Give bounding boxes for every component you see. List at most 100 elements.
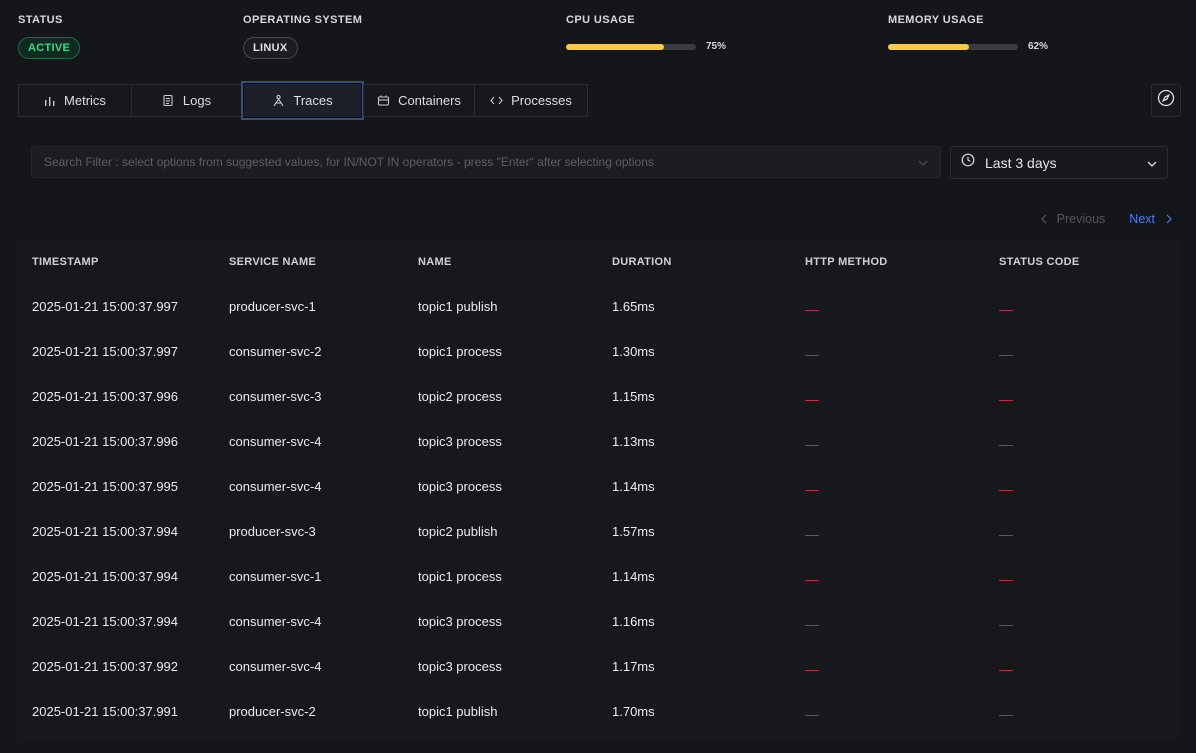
status-code-cell <box>985 419 1181 464</box>
status-code-cell <box>985 599 1181 644</box>
timestamp-cell: 2025-01-21 15:00:37.996 <box>32 434 179 449</box>
service-name-cell: consumer-svc-4 <box>229 434 322 449</box>
traces-table: TIMESTAMP SERVICE NAME NAME DURATION HTT… <box>18 240 1181 740</box>
host-summary: STATUS ACTIVE OPERATING SYSTEM LINUX CPU… <box>0 0 1196 72</box>
empty-value-dash <box>999 625 1013 627</box>
tab-logs[interactable]: Logs <box>131 84 242 117</box>
tab-containers[interactable]: Containers <box>363 84 475 117</box>
container-icon <box>377 94 390 107</box>
duration-cell: 1.70ms <box>612 704 655 719</box>
chevron-down-icon <box>1147 154 1157 172</box>
empty-value-dash <box>999 535 1013 537</box>
tab-traces[interactable]: Traces <box>241 81 364 120</box>
table-row[interactable]: 2025-01-21 15:00:37.995 consumer-svc-4 top… <box>18 464 1181 509</box>
service-name-cell: consumer-svc-3 <box>229 389 322 404</box>
clock-icon <box>961 153 975 172</box>
route-icon <box>272 94 285 107</box>
explore-button[interactable] <box>1151 84 1181 117</box>
bar-chart-icon <box>44 95 56 107</box>
table-row[interactable]: 2025-01-21 15:00:37.997 producer-svc-1 top… <box>18 284 1181 329</box>
empty-value-dash <box>805 715 819 717</box>
table-row[interactable]: 2025-01-21 15:00:37.997 consumer-svc-2 top… <box>18 329 1181 374</box>
empty-value-dash <box>999 445 1013 447</box>
span-name-cell: topic1 process <box>418 344 502 359</box>
service-name-cell: producer-svc-1 <box>229 299 316 314</box>
empty-value-dash <box>805 355 819 357</box>
search-filter-input[interactable]: Search Filter : select options from sugg… <box>31 146 941 178</box>
code-icon <box>490 95 503 106</box>
duration-cell: 1.30ms <box>612 344 655 359</box>
service-name-cell: consumer-svc-4 <box>229 659 322 674</box>
duration-cell: 1.17ms <box>612 659 655 674</box>
duration-cell: 1.65ms <box>612 299 655 314</box>
http-method-cell <box>791 419 985 464</box>
table-header-row: TIMESTAMP SERVICE NAME NAME DURATION HTT… <box>18 240 1181 284</box>
os-label: OPERATING SYSTEM <box>243 14 363 26</box>
timestamp-cell: 2025-01-21 15:00:37.994 <box>32 524 179 539</box>
empty-value-dash <box>999 490 1013 492</box>
duration-cell: 1.15ms <box>612 389 655 404</box>
service-name-cell: consumer-svc-1 <box>229 569 322 584</box>
empty-value-dash <box>999 310 1013 312</box>
column-header-name[interactable]: NAME <box>418 256 452 268</box>
empty-value-dash <box>999 400 1013 402</box>
chevron-down-icon[interactable] <box>918 153 928 171</box>
compass-icon <box>1157 89 1175 112</box>
memory-usage-percent: 62% <box>1028 41 1049 52</box>
memory-stat: MEMORY USAGE 62% <box>888 14 1048 52</box>
table-row[interactable]: 2025-01-21 15:00:37.994 producer-svc-3 top… <box>18 509 1181 554</box>
table-row[interactable]: 2025-01-21 15:00:37.992 consumer-svc-4 top… <box>18 644 1181 689</box>
empty-value-dash <box>999 670 1013 672</box>
span-name-cell: topic3 process <box>418 434 502 449</box>
tab-logs-label: Logs <box>182 93 212 108</box>
previous-label: Previous <box>1056 212 1106 226</box>
os-badge: LINUX <box>243 37 298 59</box>
service-name-cell: consumer-svc-2 <box>229 344 322 359</box>
span-name-cell: topic2 process <box>418 389 502 404</box>
service-name-cell: consumer-svc-4 <box>229 479 322 494</box>
table-row[interactable]: 2025-01-21 15:00:37.996 consumer-svc-4 top… <box>18 419 1181 464</box>
column-header-duration[interactable]: DURATION <box>612 256 672 268</box>
cpu-usage-fill <box>566 43 664 50</box>
column-header-service-name[interactable]: SERVICE NAME <box>229 256 317 268</box>
http-method-cell <box>791 284 985 329</box>
column-header-timestamp[interactable]: TIMESTAMP <box>32 256 99 268</box>
scroll-icon <box>162 94 175 107</box>
span-name-cell: topic1 publish <box>418 704 498 719</box>
timestamp-cell: 2025-01-21 15:00:37.994 <box>32 614 179 629</box>
duration-cell: 1.57ms <box>612 524 655 539</box>
span-name-cell: topic1 process <box>418 569 502 584</box>
empty-value-dash <box>805 580 819 582</box>
table-row[interactable]: 2025-01-21 15:00:37.996 consumer-svc-3 top… <box>18 374 1181 419</box>
next-button[interactable]: Next <box>1129 212 1172 226</box>
service-name-cell: producer-svc-2 <box>229 704 316 719</box>
table-row[interactable]: 2025-01-21 15:00:37.991 producer-svc-2 top… <box>18 689 1181 734</box>
table-row[interactable]: 2025-01-21 15:00:37.994 consumer-svc-4 top… <box>18 599 1181 644</box>
duration-cell: 1.14ms <box>612 479 655 494</box>
previous-button[interactable]: Previous <box>1040 212 1106 226</box>
column-header-http-method[interactable]: HTTP METHOD <box>805 256 888 268</box>
tab-traces-label: Traces <box>293 93 333 108</box>
table-row[interactable]: 2025-01-21 15:00:37.994 consumer-svc-1 top… <box>18 554 1181 599</box>
empty-value-dash <box>805 535 819 537</box>
timestamp-cell: 2025-01-21 15:00:37.991 <box>32 704 179 719</box>
memory-label: MEMORY USAGE <box>888 14 984 26</box>
status-code-cell <box>985 509 1181 554</box>
search-filter-placeholder: Search Filter : select options from sugg… <box>44 155 654 169</box>
empty-value-dash <box>805 670 819 672</box>
tab-metrics[interactable]: Metrics <box>18 84 132 117</box>
http-method-cell <box>791 689 985 734</box>
duration-cell: 1.14ms <box>612 569 655 584</box>
service-name-cell: consumer-svc-4 <box>229 614 322 629</box>
memory-usage-bar <box>888 43 1018 50</box>
http-method-cell <box>791 464 985 509</box>
span-name-cell: topic1 publish <box>418 299 498 314</box>
http-method-cell <box>791 554 985 599</box>
tab-processes[interactable]: Processes <box>474 84 588 117</box>
span-name-cell: topic3 process <box>418 659 502 674</box>
column-header-status-code[interactable]: STATUS CODE <box>999 256 1080 268</box>
next-label: Next <box>1129 212 1155 226</box>
status-code-cell <box>985 374 1181 419</box>
status-code-cell <box>985 644 1181 689</box>
time-range-select[interactable]: Last 3 days <box>950 146 1168 179</box>
